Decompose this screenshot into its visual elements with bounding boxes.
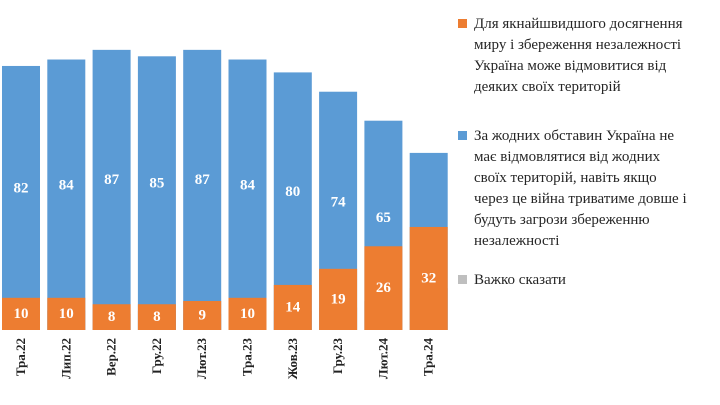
legend-line: За жодних обставин Україна не: [474, 128, 675, 144]
legend-line: Україна може відмовитися від: [474, 58, 667, 74]
data-label: 10: [240, 306, 255, 322]
bar-segment: [47, 297, 86, 330]
bar-segment: [47, 59, 86, 331]
legend-label-hard-to-say: Важко сказати: [474, 270, 720, 291]
legend-label-no-concessions: За жодних обставин Україна не має відмов…: [474, 126, 720, 252]
data-label: 10: [59, 306, 74, 322]
legend-line: має відмовлятися від жодних: [474, 149, 661, 165]
x-tick-label: Лют.23: [194, 338, 209, 380]
bar-segment: [183, 49, 222, 331]
bar-segment: [137, 56, 176, 331]
data-label: 19: [331, 291, 346, 307]
x-tick-label: Лип.22: [58, 338, 73, 379]
bar-segment: [92, 49, 131, 331]
data-label: 8: [108, 309, 116, 325]
bar-segment: [183, 301, 222, 330]
x-tick-label: Тра.23: [240, 338, 255, 377]
data-label: 8: [153, 309, 161, 325]
legend-marker-blue: [458, 131, 467, 140]
legend-line: деяких своїх територій: [474, 79, 621, 95]
data-label: 84: [59, 177, 75, 193]
stacked-bar-chart: 88210Тра.2268410Лип.225878Вер.226858Гру.…: [2, 49, 448, 380]
legend-line: своїх територій, навіть якщо: [474, 170, 657, 186]
data-label: 87: [104, 172, 120, 188]
data-label: 32: [421, 270, 436, 286]
bar-segment: [319, 268, 358, 330]
legend-item-hard-to-say: Важко сказати: [458, 270, 720, 291]
data-label: 74: [331, 195, 347, 211]
x-tick-label: Гру.22: [149, 338, 164, 374]
x-tick-label: Тра.22: [13, 338, 28, 376]
bar-segment: [2, 297, 40, 330]
data-label: 26: [376, 280, 392, 296]
bar-segment: [409, 226, 448, 330]
data-label: 87: [195, 172, 211, 188]
legend-item-territories: Для якнайшвидшого досягнення миру і збер…: [458, 14, 720, 98]
legend-line: незалежності: [474, 233, 560, 249]
data-label: 65: [376, 210, 391, 226]
x-tick-label: Жов.23: [285, 338, 300, 380]
data-label: 82: [14, 181, 29, 197]
data-label: 80: [285, 184, 300, 200]
legend-label-territories: Для якнайшвидшого досягнення миру і збер…: [474, 14, 720, 98]
bar-segment: [228, 297, 267, 330]
legend-marker-orange: [458, 19, 467, 28]
bar-segment: [92, 304, 131, 330]
data-label: 9: [198, 308, 206, 324]
legend-line: будуть загрози збереженню: [474, 212, 650, 228]
data-label: 14: [285, 299, 301, 315]
data-label: 84: [240, 177, 256, 193]
legend-line: Для якнайшвидшого досягнення: [474, 16, 683, 32]
x-tick-label: Гру.23: [330, 338, 345, 374]
bar-segment: [137, 304, 176, 330]
legend-line: миру і збереження незалежності: [474, 37, 682, 53]
x-tick-label: Тра.24: [421, 338, 436, 377]
bar-segment: [364, 246, 403, 330]
data-label: 10: [14, 306, 29, 322]
bar-segment: [273, 284, 312, 330]
bar-segment: [2, 65, 40, 331]
legend-line: Важко сказати: [474, 272, 566, 288]
legend: Для якнайшвидшого досягнення миру і збер…: [458, 14, 720, 319]
legend-item-no-concessions: За жодних обставин Україна не має відмов…: [458, 126, 720, 252]
data-label: 85: [149, 176, 164, 192]
bar-segment: [228, 59, 267, 331]
legend-line: через це війна триватиме довше і: [474, 191, 687, 207]
legend-marker-gray: [458, 275, 467, 284]
x-tick-label: Вер.22: [104, 338, 119, 376]
x-tick-label: Лют.24: [375, 338, 390, 380]
